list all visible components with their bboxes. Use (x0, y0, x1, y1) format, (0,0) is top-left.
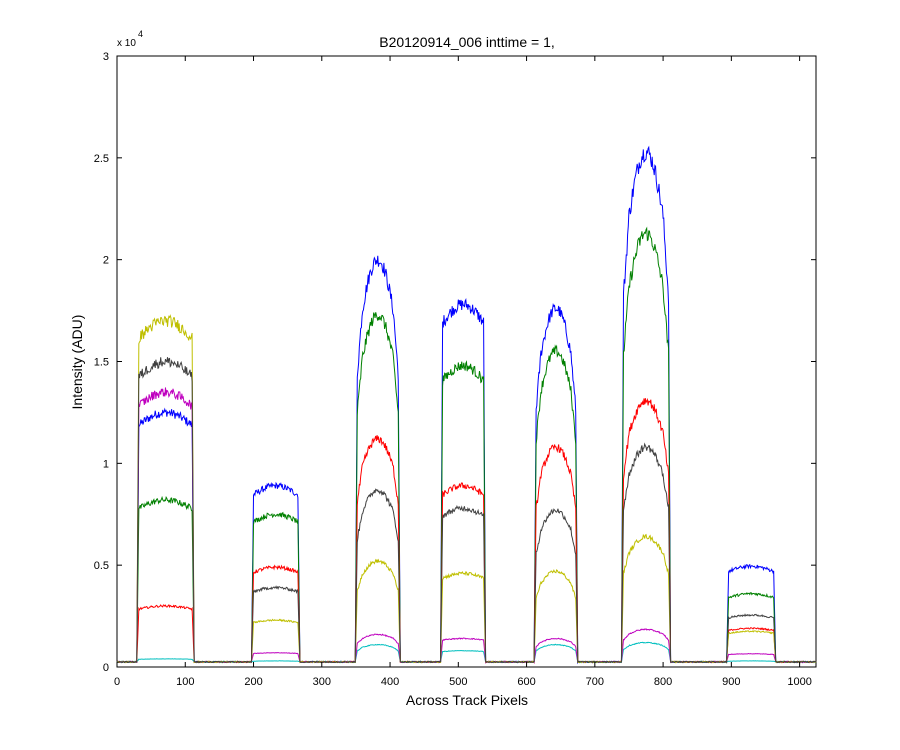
series-line (116, 357, 817, 664)
x-tick-label: 700 (586, 676, 604, 688)
x-tick-label: 900 (722, 676, 740, 688)
chart-title: B20120914_006 inttime = 1, (379, 34, 555, 50)
x-tick-label: 800 (654, 676, 672, 688)
x-tick-label: 600 (517, 676, 535, 688)
x-tick-label: 200 (244, 676, 262, 688)
y-axis-label: Intensity (ADU) (69, 315, 85, 410)
series-layer (116, 145, 817, 665)
y-tick-label: 1.5 (94, 357, 109, 369)
x-axis-label: Across Track Pixels (406, 692, 528, 708)
x-tick-label: 300 (313, 676, 331, 688)
y-tick-label: 2 (103, 255, 109, 267)
x-tick-label: 1000 (787, 676, 811, 688)
x-tick-label: 500 (449, 676, 467, 688)
x-tick-label: 100 (176, 676, 194, 688)
x-tick-label: 400 (381, 676, 399, 688)
y-tick-label: 2.5 (94, 153, 109, 165)
x-tick-label: 0 (114, 676, 120, 688)
y-multiplier-exponent: 4 (138, 29, 143, 39)
y-multiplier-label: x 10 (117, 38, 136, 49)
tick-layer: 0 100 200 300 400 500 600 700 800 900 1000 0 0.5 1 1.5… (94, 51, 816, 688)
y-tick-label: 3 (103, 51, 109, 63)
y-tick-label: 1 (103, 458, 109, 470)
y-tick-label: 0 (103, 662, 109, 674)
y-tick-label: 0.5 (94, 560, 109, 572)
